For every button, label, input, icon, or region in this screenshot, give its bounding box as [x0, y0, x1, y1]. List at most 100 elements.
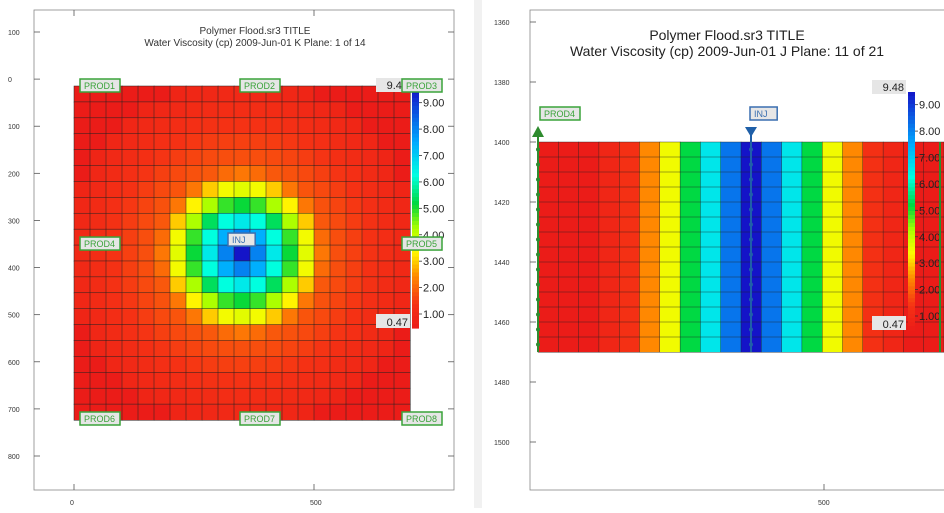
colorbar-segment	[908, 179, 915, 184]
grid-cell	[329, 165, 347, 182]
well-label-box[interactable]	[79, 78, 121, 93]
well-label-box[interactable]	[239, 78, 281, 93]
section-cell	[639, 291, 661, 308]
colorbar-segment	[908, 306, 915, 311]
well-labels: PROD1 PROD2 PROD3 PROD4 INJ PROD5 PROD6 PROD7 PR…	[79, 78, 443, 426]
grid-cell	[361, 212, 379, 230]
grid-cell	[281, 165, 299, 182]
grid-cell	[297, 165, 315, 182]
section-cell	[679, 336, 701, 353]
section-cell	[801, 216, 823, 233]
grid-cell	[393, 212, 411, 230]
grid-cell	[185, 165, 203, 182]
section-cell	[761, 186, 783, 203]
section-cell	[618, 336, 640, 353]
section-cell	[659, 321, 681, 338]
section-cell	[537, 291, 559, 308]
well-label-box[interactable]	[539, 106, 581, 121]
section-cell	[822, 186, 844, 203]
grid-cell	[329, 197, 347, 214]
section-cell	[558, 276, 580, 293]
section-cell	[558, 246, 580, 263]
section-cell	[822, 321, 844, 338]
grid-cell	[265, 308, 283, 326]
grid-cell	[313, 324, 331, 342]
pane-divider[interactable]	[474, 0, 482, 508]
section-cell	[639, 156, 661, 173]
grid-cell	[361, 387, 379, 405]
colorbar-segment	[412, 292, 419, 297]
section-cell	[679, 156, 701, 173]
section-cell	[801, 336, 823, 353]
grid-cell	[249, 165, 267, 182]
section-cell	[822, 336, 844, 353]
section-cell	[639, 201, 661, 218]
section-cell	[598, 276, 620, 293]
section-cell	[679, 261, 701, 278]
grid-cell	[121, 356, 139, 373]
grid-cell	[249, 387, 267, 405]
grid-cell	[217, 340, 235, 357]
section-cell	[862, 216, 884, 233]
chart-subtitle: Water Viscosity (cp) 2009-Jun-01 K Plane…	[144, 38, 366, 49]
section-cell	[781, 321, 803, 338]
section-cell	[720, 246, 742, 263]
well-label-box[interactable]	[239, 411, 281, 426]
well-label-box[interactable]	[401, 78, 443, 93]
grid-cell	[297, 212, 315, 230]
grid-cell	[233, 181, 251, 198]
well-label-box[interactable]	[401, 411, 443, 426]
colorbar-segment	[412, 193, 419, 198]
grid-cell	[377, 181, 395, 198]
grid-cell	[249, 340, 267, 357]
grid-cell	[393, 101, 411, 119]
colorbar-segment	[908, 230, 915, 236]
grid-cell	[201, 197, 219, 214]
grid-cell	[345, 197, 363, 214]
section-cell	[558, 261, 580, 278]
grid-cell	[169, 165, 187, 182]
section-cell	[578, 306, 600, 323]
grid-cell	[201, 340, 219, 357]
grid-cell	[121, 101, 139, 119]
well-label-box[interactable]	[79, 236, 121, 251]
grid-cell	[313, 244, 331, 262]
grid-cell	[297, 292, 315, 310]
well-label-box[interactable]	[227, 232, 256, 247]
colorbar-tick-label: 7.00	[919, 153, 940, 165]
section-cell	[862, 201, 884, 218]
colorbar-tick-label: 6.00	[423, 177, 444, 189]
colorbar-segment	[908, 226, 915, 232]
grid-cell	[169, 308, 187, 326]
y-tick-label: 1460	[494, 320, 510, 327]
colorbar-segment	[412, 117, 419, 123]
section-cell	[537, 321, 559, 338]
section-cell	[801, 321, 823, 338]
section-cell	[598, 171, 620, 188]
section-cell	[578, 291, 600, 308]
section-cell	[862, 336, 884, 353]
grid-cell	[185, 197, 203, 214]
grid-cell	[297, 149, 315, 167]
well-label-box[interactable]	[749, 106, 778, 121]
grid-cell	[185, 403, 203, 421]
colorbar-segment	[412, 316, 419, 321]
grid-cell	[265, 276, 283, 294]
section-cell	[781, 156, 803, 173]
grid-cell	[329, 85, 347, 103]
grid-cell	[345, 85, 363, 103]
well-label-box[interactable]	[79, 411, 121, 426]
section-cell	[598, 186, 620, 203]
section-cell	[761, 231, 783, 248]
colorbar-segment	[412, 145, 419, 151]
grid-cell	[345, 244, 363, 262]
grid-cell	[377, 387, 395, 405]
grid-cell	[233, 197, 251, 214]
grid-cell	[73, 387, 91, 405]
grid-cell	[377, 228, 395, 246]
section-cell	[700, 336, 722, 353]
grid-cell	[329, 340, 347, 357]
section-cell	[679, 291, 701, 308]
well-label-box[interactable]	[401, 236, 443, 251]
section-cell	[558, 171, 580, 188]
